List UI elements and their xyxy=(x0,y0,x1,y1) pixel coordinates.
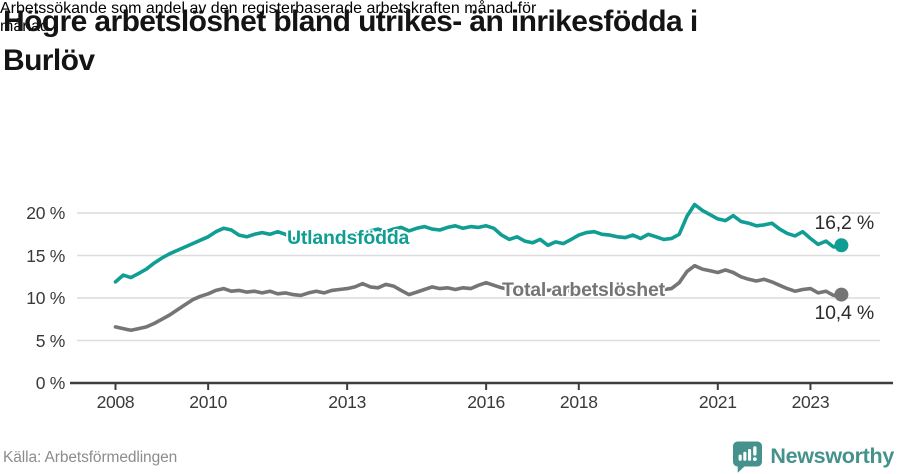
source-note: Källa: Arbetsförmedlingen xyxy=(3,449,178,466)
y-tick-label: 20 % xyxy=(26,203,65,223)
x-tick-label: 2013 xyxy=(328,392,366,412)
page-title-line-2: Burlöv xyxy=(3,44,95,77)
series-label-total-arbetsloshet: Total arbetslöshet xyxy=(502,279,665,301)
series-label-utlandsfodda: Utlandsfödda xyxy=(287,227,410,249)
page-title: Högre arbetslöshet bland utrikes- än inr… xyxy=(3,2,891,80)
newsworthy-brand: Newsworthy xyxy=(732,438,894,474)
newsworthy-logo-icon xyxy=(732,440,763,473)
series-end-dot-0 xyxy=(834,238,849,253)
x-tick-label: 2010 xyxy=(189,392,228,412)
y-tick-label: 10 % xyxy=(26,288,65,308)
series-end-dot-1 xyxy=(834,287,849,302)
x-tick-label: 2021 xyxy=(698,392,737,412)
newsworthy-brand-name: Newsworthy xyxy=(770,444,894,468)
series-line-1 xyxy=(113,263,844,333)
chart-subtitle-line-1: Arbetssökande som andel av den registerb… xyxy=(0,0,537,17)
x-tick-label: 2008 xyxy=(96,392,135,412)
series-line-0 xyxy=(113,202,844,284)
y-tick-label: 5 % xyxy=(35,330,66,351)
y-tick-label: 15 % xyxy=(26,245,65,266)
x-tick-label: 2023 xyxy=(791,392,830,412)
x-tick-label: 2016 xyxy=(467,392,505,412)
chart-subtitle-line-2: månad. xyxy=(0,18,54,35)
x-tick-label: 2018 xyxy=(559,392,598,412)
page-title-line-1: Högre arbetslöshet bland utrikes- än inr… xyxy=(3,5,698,38)
y-tick-label: 0 % xyxy=(35,373,66,393)
end-value-label-total: 10,4 % xyxy=(814,302,874,324)
end-value-label-utlandsfodda: 16,2 % xyxy=(814,212,874,234)
